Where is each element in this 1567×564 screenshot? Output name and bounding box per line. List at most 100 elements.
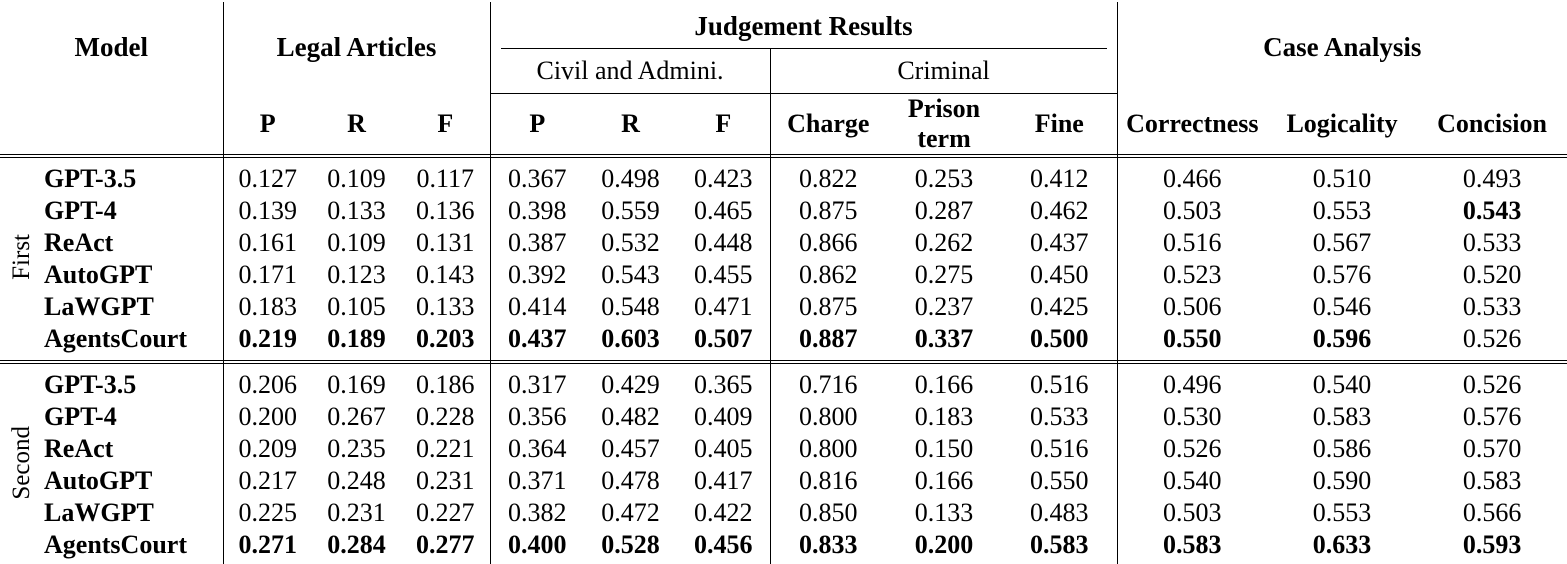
spacer-row [0, 561, 1567, 564]
value-cell: 0.423 [694, 164, 753, 193]
value-cell: 0.576 [1312, 260, 1372, 289]
value-cell: 0.800 [769, 401, 887, 433]
model-name: AutoGPT [44, 260, 153, 289]
value-cell: 0.437 [489, 323, 585, 355]
value-cell: 0.471 [694, 292, 753, 321]
col-header-logicality: Logicality [1286, 108, 1398, 138]
value-cell: 0.200 [914, 530, 974, 559]
value-cell: 0.131 [416, 228, 475, 257]
value-cell: 0.337 [914, 324, 974, 353]
value-cell: 0.596 [1312, 324, 1372, 353]
value-cell: 0.425 [1030, 292, 1089, 321]
value-cell: 0.161 [222, 227, 312, 259]
value-cell: 0.235 [327, 434, 386, 463]
table-row: GPT-4 0.200 0.267 0.228 0.356 0.482 0.40… [0, 401, 1567, 433]
value-cell: 0.462 [1030, 196, 1089, 225]
value-cell: 0.455 [694, 260, 753, 289]
value-cell: 0.166 [914, 466, 974, 495]
value-cell: 0.206 [222, 369, 312, 401]
value-cell: 0.496 [1116, 369, 1268, 401]
value-cell: 0.127 [222, 163, 312, 195]
value-cell: 0.716 [769, 369, 887, 401]
value-cell: 0.482 [601, 402, 660, 431]
value-cell: 0.437 [1030, 228, 1089, 257]
value-cell: 0.800 [769, 433, 887, 465]
value-cell: 0.472 [601, 498, 660, 527]
col-header-prison-term: Prison term [907, 94, 981, 153]
col-header-legal-r: R [347, 108, 366, 138]
value-cell: 0.862 [769, 259, 887, 291]
value-cell: 0.117 [416, 164, 475, 193]
value-cell: 0.570 [1462, 434, 1522, 463]
value-cell: 0.528 [601, 530, 660, 559]
group-header-legal-articles-label: Legal Articles [276, 32, 437, 63]
value-cell: 0.109 [327, 228, 386, 257]
value-cell: 0.203 [416, 324, 475, 353]
value-cell: 0.603 [601, 324, 660, 353]
value-cell: 0.553 [1312, 196, 1372, 225]
value-cell: 0.171 [222, 259, 312, 291]
value-cell: 0.228 [416, 402, 475, 431]
value-cell: 0.237 [914, 292, 974, 321]
value-cell: 0.567 [1312, 228, 1372, 257]
value-cell: 0.123 [327, 260, 386, 289]
model-name: LaWGPT [44, 292, 154, 321]
value-cell: 0.217 [222, 465, 312, 497]
value-cell: 0.133 [914, 498, 974, 527]
value-cell: 0.548 [601, 292, 660, 321]
model-name: GPT-3.5 [44, 164, 137, 193]
value-cell: 0.275 [914, 260, 974, 289]
value-cell: 0.405 [694, 434, 753, 463]
value-cell: 0.109 [327, 164, 386, 193]
value-cell: 0.136 [416, 196, 475, 225]
table-row: AgentsCourt 0.219 0.189 0.203 0.437 0.60… [0, 323, 1567, 355]
value-cell: 0.183 [914, 402, 974, 431]
value-cell: 0.553 [1312, 498, 1372, 527]
value-cell: 0.143 [416, 260, 475, 289]
value-cell: 0.576 [1462, 402, 1522, 431]
value-cell: 0.533 [1462, 228, 1522, 257]
value-cell: 0.822 [769, 163, 887, 195]
value-cell: 0.516 [1030, 434, 1089, 463]
value-cell: 0.586 [1312, 434, 1372, 463]
value-cell: 0.533 [1462, 292, 1522, 321]
value-cell: 0.227 [416, 498, 475, 527]
value-cell: 0.833 [769, 529, 887, 561]
value-cell: 0.262 [914, 228, 974, 257]
col-header-civil-r: R [621, 109, 640, 138]
value-cell: 0.583 [1462, 466, 1522, 495]
header-row-groups: Model Legal Articles Judgement Results C… [0, 2, 1567, 94]
value-cell: 0.466 [1116, 163, 1268, 195]
value-cell: 0.516 [1116, 227, 1268, 259]
value-cell: 0.139 [222, 195, 312, 227]
value-cell: 0.543 [1462, 196, 1522, 225]
value-cell: 0.850 [769, 497, 887, 529]
table-row: ReAct 0.161 0.109 0.131 0.387 0.532 0.44… [0, 227, 1567, 259]
section-divider-rule [0, 360, 1567, 364]
value-cell: 0.371 [489, 465, 585, 497]
value-cell: 0.483 [1030, 498, 1089, 527]
value-cell: 0.284 [327, 530, 386, 559]
value-cell: 0.465 [694, 196, 753, 225]
value-cell: 0.526 [1116, 433, 1268, 465]
value-cell: 0.546 [1312, 292, 1372, 321]
value-cell: 0.593 [1462, 530, 1522, 559]
value-cell: 0.583 [1116, 529, 1268, 561]
value-cell: 0.253 [914, 164, 974, 193]
value-cell: 0.231 [416, 466, 475, 495]
group-header-case-analysis-label: Case Analysis [1263, 32, 1422, 63]
value-cell: 0.287 [914, 196, 974, 225]
value-cell: 0.559 [601, 196, 660, 225]
value-cell: 0.583 [1312, 402, 1372, 431]
value-cell: 0.409 [694, 402, 753, 431]
value-cell: 0.267 [327, 402, 386, 431]
value-cell: 0.387 [489, 227, 585, 259]
value-cell: 0.448 [694, 228, 753, 257]
empty-header-cell [0, 94, 223, 155]
value-cell: 0.231 [327, 498, 386, 527]
value-cell: 0.225 [222, 497, 312, 529]
value-cell: 0.364 [489, 433, 585, 465]
col-header-legal-f: F [437, 108, 454, 138]
col-header-correctness: Correctness [1116, 93, 1268, 155]
col-header-legal-p: P [222, 93, 312, 155]
